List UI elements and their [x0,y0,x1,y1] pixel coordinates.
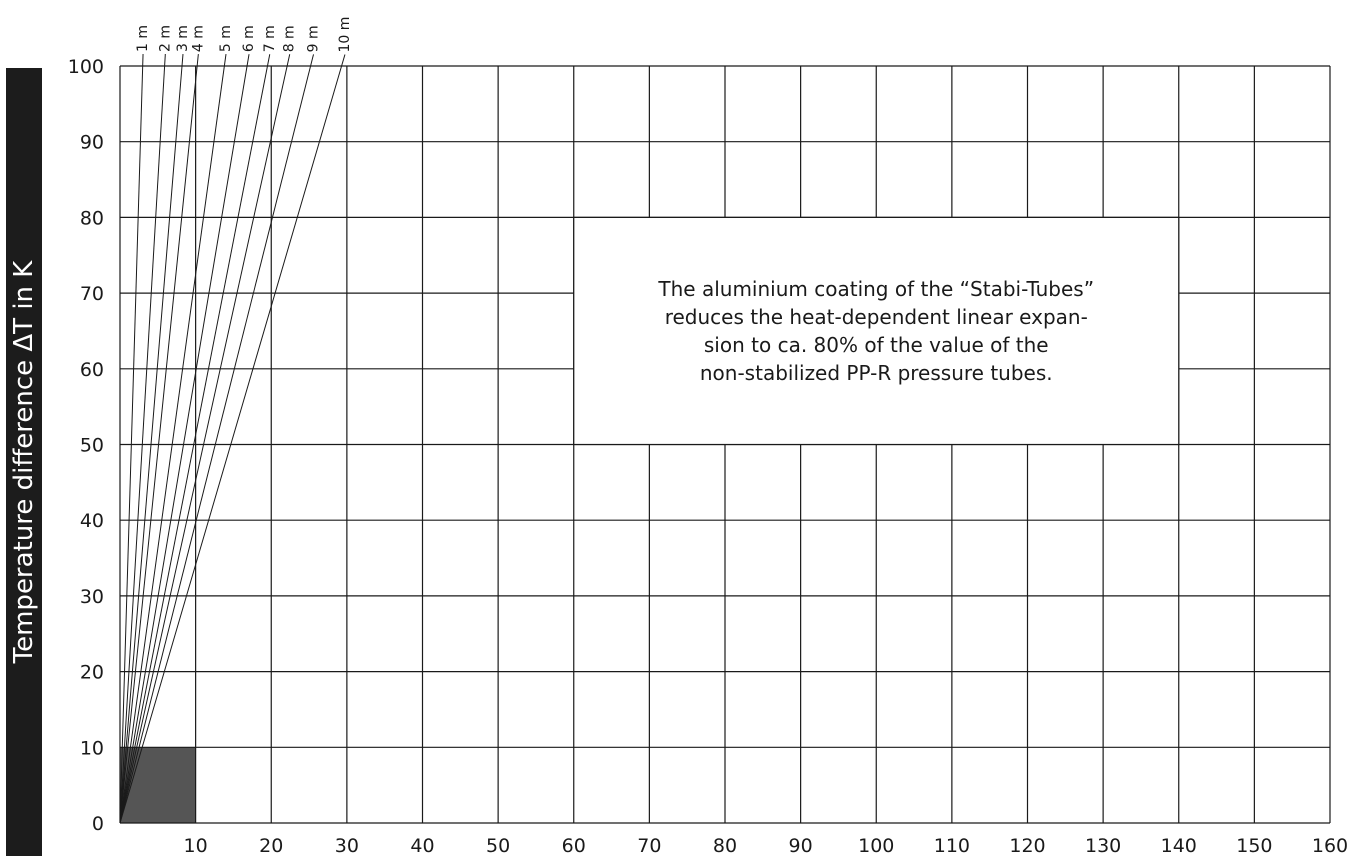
x-tick-label: 100 [858,835,894,857]
y-tick-label: 80 [80,207,104,229]
y-tick-label: 30 [80,586,104,608]
x-tick-label: 110 [934,835,970,857]
series-line-extension [164,53,166,67]
y-tick-label: 0 [92,813,104,835]
x-tick-label: 140 [1161,835,1197,857]
annotation-line: non-stabilized PP-R pressure tubes. [700,361,1053,385]
series-label: 7 m [262,25,278,52]
x-tick-label: 90 [789,835,813,857]
series-line-extension [341,54,346,67]
series-line-extension [196,54,199,67]
x-tick-label: 80 [713,835,737,857]
series-line-extension [223,54,227,67]
series-line [119,65,343,824]
y-tick-label: 60 [80,359,104,381]
series-line [119,65,248,824]
series-line-extension [181,53,184,67]
y-axis-label-bar [6,68,42,856]
y-tick-label: 90 [80,132,104,154]
series-line [119,65,166,824]
series-label: 4 m [190,25,206,52]
annotation-box [573,216,1180,446]
y-tick-label: 40 [80,510,104,532]
annotation-line: The aluminium coating of the “Stabi-Tube… [657,277,1094,301]
x-tick-label: 70 [637,835,661,857]
series-label: 5 m [218,25,234,52]
series-label: 10 m [337,17,353,53]
x-tick-label: 120 [1009,835,1045,857]
series-line [119,65,225,824]
series-label: 9 m [306,25,322,52]
series-line-extension [310,54,314,67]
x-tick-label: 30 [335,835,359,857]
x-tick-label: 50 [486,835,510,857]
annotation-line: reduces the heat-dependent linear expan- [665,305,1088,329]
y-tick-label: 50 [80,435,104,457]
x-tick-label: 130 [1085,835,1121,857]
series-label: 6 m [241,25,257,52]
x-tick-label: 160 [1312,835,1348,857]
series-label: 1 m [135,25,151,52]
y-tick-label: 20 [80,662,104,684]
x-tick-label: 40 [410,835,434,857]
series-label: 8 m [282,25,298,52]
series-label: 3 m [175,25,191,52]
series-line-extension [246,54,250,67]
y-tick-label: 100 [68,56,104,78]
annotation-line: sion to ca. 80% of the value of the [704,333,1049,357]
y-tick-label: 10 [80,737,104,759]
series-line [119,65,144,824]
series-line-extension [266,54,271,67]
series-line [119,65,312,824]
x-tick-label: 20 [259,835,283,857]
x-tick-label: 150 [1236,835,1272,857]
series-line [119,65,183,824]
series-line-extension [286,54,291,67]
x-tick-label: 10 [184,835,208,857]
series-line [119,65,198,824]
x-tick-label: 60 [562,835,586,857]
y-tick-label: 70 [80,283,104,305]
series-line [119,65,268,824]
series-label: 2 m [157,25,173,52]
series-line [119,65,288,824]
